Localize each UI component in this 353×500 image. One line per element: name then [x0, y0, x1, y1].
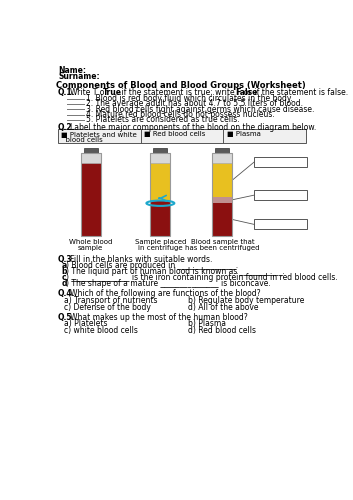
- Text: ) The shape of a mature _______________ is biconcave.: ) The shape of a mature _______________ …: [66, 280, 271, 288]
- Text: 4. Mature red blood cells do not possess nucleus.: 4. Mature red blood cells do not possess…: [86, 110, 275, 119]
- Text: blood cells: blood cells: [61, 137, 103, 143]
- Text: Write T or: Write T or: [71, 88, 110, 96]
- Text: Which of the following are functions of the blood?: Which of the following are functions of …: [71, 290, 261, 298]
- Bar: [80, 163, 101, 236]
- Text: Fill in the blanks with suitable words.: Fill in the blanks with suitable words.: [71, 255, 213, 264]
- Text: d: d: [61, 280, 67, 288]
- Text: ) Blood cells are produced in _______________.: ) Blood cells are produced in __________…: [66, 261, 238, 270]
- Bar: [150, 153, 170, 163]
- Text: a) Platelets: a) Platelets: [64, 320, 108, 328]
- Bar: [80, 153, 101, 236]
- Text: 2. The average adult has about 4.7 to 5.5 liters of blood.: 2. The average adult has about 4.7 to 5.…: [86, 100, 303, 108]
- Bar: [212, 197, 232, 202]
- Text: ■ Red blood cells: ■ Red blood cells: [144, 131, 205, 137]
- Bar: [212, 163, 232, 197]
- Text: ■ Plasma: ■ Plasma: [227, 131, 261, 137]
- Text: if the statement is true; write F or: if the statement is true; write F or: [119, 88, 253, 96]
- Text: in centrifuge: in centrifuge: [138, 245, 183, 251]
- Text: b) Regulate body temperature: b) Regulate body temperature: [187, 296, 304, 306]
- Text: a: a: [61, 261, 66, 270]
- Bar: [150, 163, 170, 201]
- Text: Q.5.: Q.5.: [58, 312, 76, 322]
- Text: b: b: [61, 267, 67, 276]
- Text: 5. Platelets are considered as true cells.: 5. Platelets are considered as true cell…: [86, 116, 240, 124]
- Bar: [215, 148, 229, 153]
- Text: Q.3.: Q.3.: [58, 255, 76, 264]
- Text: ■ Platelets and white: ■ Platelets and white: [61, 132, 137, 138]
- Text: Name:: Name:: [58, 66, 86, 75]
- Text: Whole blood: Whole blood: [69, 240, 112, 246]
- Bar: [254, 190, 307, 200]
- Text: False: False: [235, 88, 257, 96]
- Text: ) _______________ is the iron containing protein found in red blood cells.: ) _______________ is the iron containing…: [66, 274, 337, 282]
- Text: Q.1.: Q.1.: [58, 88, 76, 96]
- Text: b) Plasma: b) Plasma: [187, 320, 226, 328]
- Bar: [254, 157, 307, 167]
- Text: 1. Blood is red body fluid which circulates in the body.: 1. Blood is red body fluid which circula…: [86, 94, 293, 103]
- Bar: [212, 153, 232, 236]
- Text: d) All of the above: d) All of the above: [187, 302, 258, 312]
- Text: sample: sample: [78, 245, 103, 251]
- Bar: [154, 148, 167, 153]
- Text: Sample placed: Sample placed: [135, 240, 186, 246]
- Text: Surname:: Surname:: [58, 72, 100, 82]
- Text: ) The liquid part of human blood is known as ___________.: ) The liquid part of human blood is know…: [66, 267, 285, 276]
- Text: Label the major components of the blood on the diagram below.: Label the major components of the blood …: [71, 123, 317, 132]
- Bar: [58, 130, 306, 143]
- Bar: [150, 153, 170, 236]
- Text: has been centrifuged: has been centrifuged: [185, 245, 259, 251]
- Text: What makes up the most of the human blood?: What makes up the most of the human bloo…: [71, 312, 248, 322]
- Text: c: c: [61, 274, 66, 282]
- Text: Q.2.: Q.2.: [58, 123, 76, 132]
- Bar: [150, 201, 170, 236]
- Bar: [212, 153, 232, 163]
- Text: Blood sample that: Blood sample that: [191, 240, 254, 246]
- Bar: [80, 153, 101, 163]
- Text: Q.4.: Q.4.: [58, 290, 76, 298]
- Text: c) white blood cells: c) white blood cells: [64, 326, 138, 334]
- Bar: [254, 220, 307, 230]
- Text: d) Red blood cells: d) Red blood cells: [187, 326, 256, 334]
- Text: 3. Red blood cells fight against germs which cause disease.: 3. Red blood cells fight against germs w…: [86, 104, 315, 114]
- Text: Components of Blood and Blood Groups (Worksheet): Components of Blood and Blood Groups (Wo…: [56, 81, 306, 90]
- Text: a) Transport of nutrients: a) Transport of nutrients: [64, 296, 158, 306]
- Text: c) Defense of the body: c) Defense of the body: [64, 302, 151, 312]
- Text: True: True: [103, 88, 122, 96]
- Bar: [84, 148, 97, 153]
- Bar: [212, 202, 232, 236]
- Text: if the statement is false.: if the statement is false.: [252, 88, 348, 96]
